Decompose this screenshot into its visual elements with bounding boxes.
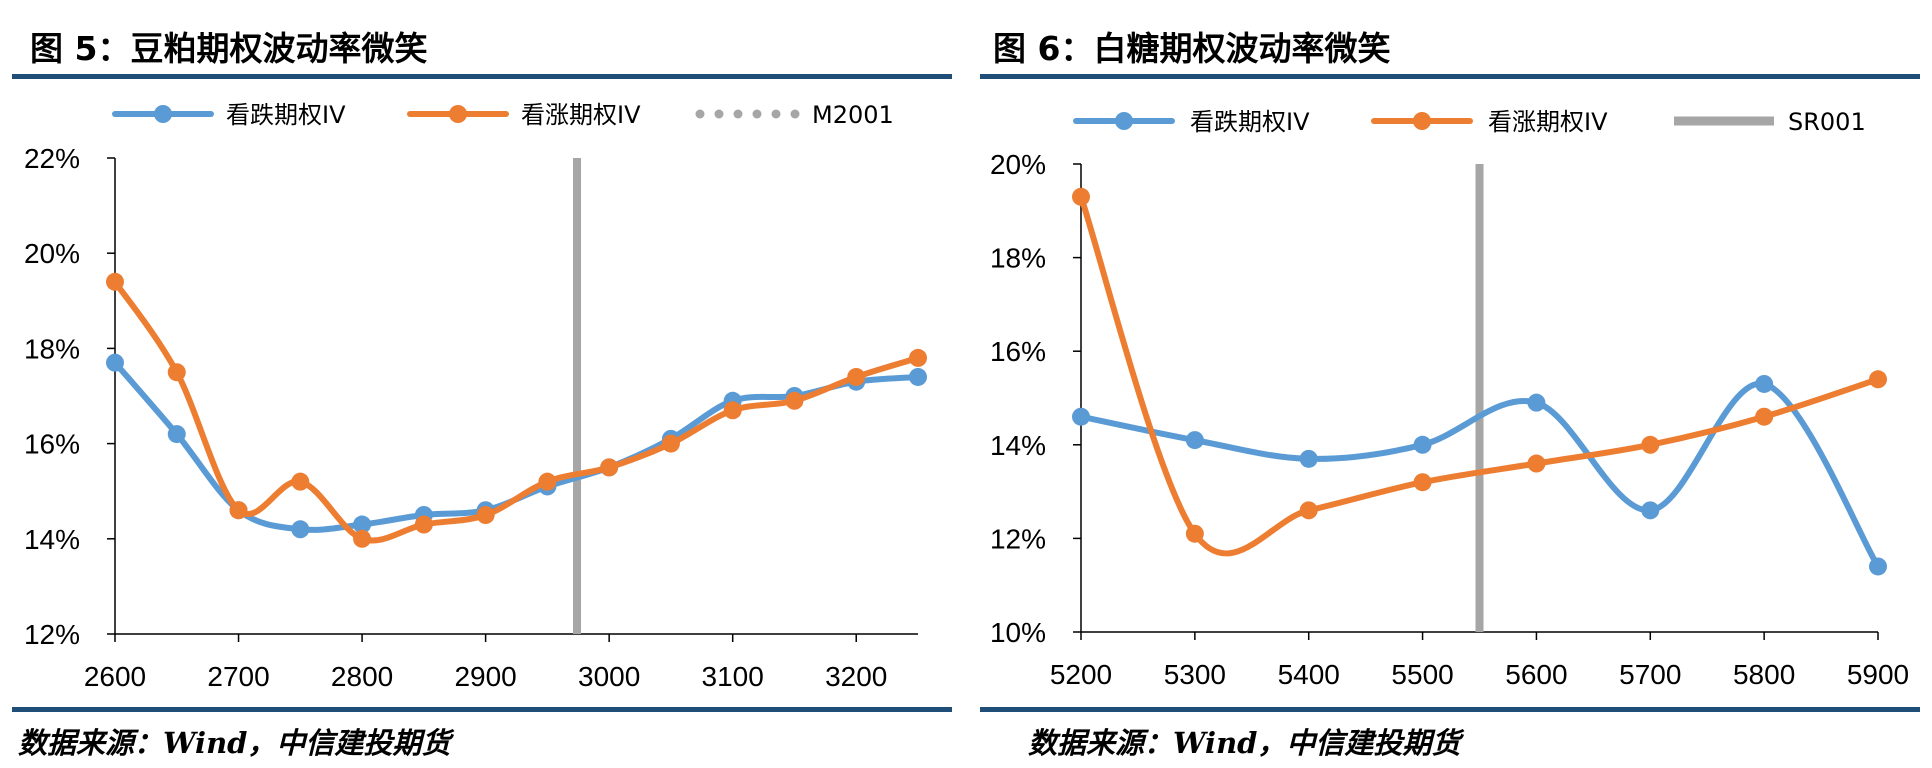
data-point — [1185, 524, 1204, 543]
title-rule — [980, 74, 1920, 79]
y-tick-label: 16% — [24, 429, 80, 460]
figure-title: 图 6：白糖期权波动率微笑 — [993, 29, 1391, 68]
legend-label: M2001 — [812, 101, 894, 129]
legend-swatch-marker — [449, 105, 467, 123]
y-tick-label: 16% — [990, 336, 1046, 367]
legend-label: 看跌期权IV — [226, 101, 346, 129]
x-tick-label: 3000 — [578, 661, 640, 692]
data-point — [1299, 449, 1318, 468]
legend-swatch-marker — [154, 105, 172, 123]
data-point — [353, 529, 372, 548]
data-point — [1755, 407, 1774, 426]
data-point — [1527, 393, 1546, 412]
legend-label: 看涨期权IV — [521, 101, 641, 129]
data-point — [1527, 454, 1546, 473]
x-tick-label: 2600 — [84, 661, 146, 692]
data-point — [106, 353, 124, 372]
data-point — [1072, 187, 1090, 206]
bottom-rule — [12, 707, 952, 712]
legend-label: SR001 — [1788, 108, 1866, 136]
x-tick-label: 2700 — [207, 661, 269, 692]
x-tick-label: 5400 — [1278, 659, 1340, 690]
y-tick-label: 20% — [990, 149, 1046, 180]
legend-swatch-marker — [1413, 112, 1431, 130]
data-point — [600, 458, 619, 477]
data-point — [1299, 501, 1318, 520]
x-tick-label: 2800 — [331, 661, 393, 692]
x-tick-label: 5500 — [1391, 659, 1453, 690]
y-tick-label: 12% — [990, 523, 1046, 554]
data-point — [1755, 374, 1774, 393]
y-tick-label: 20% — [24, 238, 80, 269]
data-point — [1641, 435, 1660, 454]
data-point — [291, 520, 310, 539]
source-note: 数据来源：Wind，中信建投期货 — [1028, 726, 1461, 760]
figure-title: 图 5：豆粕期权波动率微笑 — [30, 29, 428, 68]
data-point — [538, 472, 557, 491]
legend-label: 看跌期权IV — [1190, 108, 1310, 136]
data-point — [847, 367, 866, 386]
data-point — [1413, 473, 1432, 492]
data-point — [167, 425, 186, 444]
legend-swatch-dot — [695, 109, 705, 119]
legend-swatch-dot — [790, 109, 800, 119]
legend-swatch-dot — [752, 109, 762, 119]
data-point — [1869, 557, 1887, 576]
data-point — [1869, 370, 1887, 389]
legend-swatch-dot — [771, 109, 781, 119]
data-point — [661, 434, 680, 453]
x-tick-label: 5200 — [1050, 659, 1112, 690]
x-tick-label: 5900 — [1847, 659, 1909, 690]
data-point — [414, 515, 433, 534]
y-tick-label: 18% — [990, 243, 1046, 274]
data-point — [1185, 431, 1204, 450]
x-tick-label: 5700 — [1619, 659, 1681, 690]
x-tick-label: 3200 — [825, 661, 887, 692]
title-rule — [12, 74, 952, 79]
data-point — [1641, 501, 1660, 520]
y-tick-label: 18% — [24, 333, 80, 364]
bottom-rule — [980, 707, 1920, 712]
data-point — [785, 391, 804, 410]
legend-swatch-dot — [714, 109, 724, 119]
data-point — [723, 401, 742, 420]
data-point — [353, 515, 372, 534]
x-tick-label: 3100 — [702, 661, 764, 692]
x-tick-label: 2900 — [454, 661, 516, 692]
x-tick-label: 5300 — [1164, 659, 1226, 690]
chart-svg-1: 12% 14% 16% 18% 20% 22% 2600 2700 2800 2900 3000 31… — [24, 101, 927, 692]
y-tick-label: 22% — [24, 143, 80, 174]
legend-label: 看涨期权IV — [1488, 108, 1608, 136]
data-point — [909, 367, 927, 386]
data-point — [1072, 407, 1090, 426]
x-tick-label: 5800 — [1733, 659, 1795, 690]
y-tick-label: 14% — [990, 430, 1046, 461]
data-point — [291, 472, 310, 491]
data-point — [476, 506, 495, 524]
data-point — [1413, 435, 1432, 454]
data-point — [167, 363, 186, 382]
x-tick-label: 5600 — [1505, 659, 1567, 690]
y-tick-label: 10% — [990, 617, 1046, 648]
y-tick-label: 12% — [24, 619, 80, 650]
y-tick-label: 14% — [24, 524, 80, 555]
legend-swatch-marker — [1115, 112, 1133, 130]
data-point — [106, 272, 124, 291]
source-note: 数据来源：Wind，中信建投期货 — [18, 726, 451, 760]
legend-swatch-dot — [733, 109, 743, 119]
data-point — [909, 348, 927, 367]
data-point — [229, 501, 248, 520]
